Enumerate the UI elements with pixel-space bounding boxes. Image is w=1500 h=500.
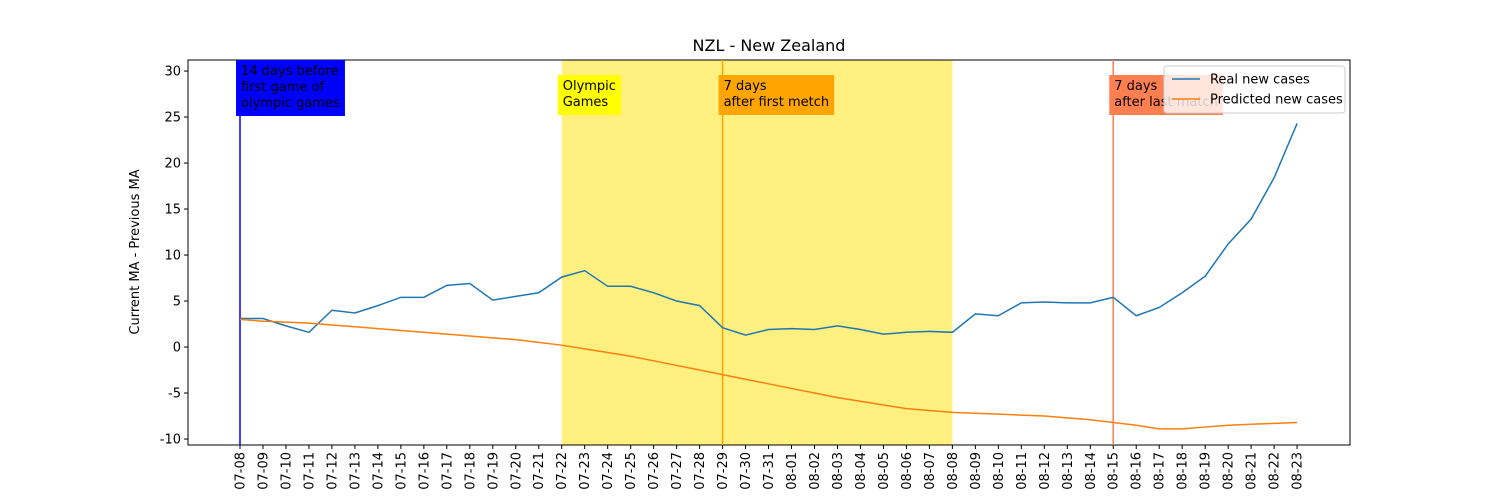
x-tick-label: 07-20 (509, 452, 524, 490)
y-tick-label: 30 (164, 65, 181, 80)
legend: Real new cases Predicted new cases (1163, 65, 1346, 114)
x-tick-label: 07-24 (601, 452, 616, 490)
x-tick-label: 08-09 (969, 452, 984, 490)
y-tick-label: -10 (160, 433, 181, 448)
series-line (240, 123, 1298, 336)
x-tick-label: 08-14 (1084, 452, 1099, 490)
x-tick-label: 07-10 (279, 452, 294, 490)
x-tick-label: 07-25 (624, 452, 639, 490)
annotation-box (557, 75, 621, 115)
y-tick-label: -5 (168, 387, 181, 402)
x-tick-label: 07-13 (348, 452, 363, 490)
x-tick-label: 07-30 (739, 452, 754, 490)
x-tick-label: 07-23 (578, 452, 593, 490)
x-tick-label: 08-05 (877, 452, 892, 490)
x-tick-label: 07-31 (762, 452, 777, 490)
x-tick-label: 08-21 (1245, 452, 1260, 490)
x-tick-label: 07-12 (325, 452, 340, 490)
annotation-text: after first metch (724, 95, 830, 110)
series-line (239, 318, 1298, 430)
shaded-span (561, 60, 953, 445)
y-tick-label: 25 (164, 111, 181, 126)
x-tick-label: 08-02 (808, 452, 823, 490)
x-tick-label: 07-14 (371, 452, 386, 490)
annotation-text: Olympic (563, 79, 616, 94)
y-tick-label: 20 (164, 157, 181, 172)
x-tick-label: 07-15 (394, 452, 409, 490)
x-tick-label: 08-01 (785, 452, 800, 490)
y-tick-label: 10 (164, 249, 181, 264)
annotation-text: 7 days (1114, 79, 1157, 94)
x-tick-label: 08-12 (1038, 452, 1053, 490)
annotation-box (718, 75, 835, 115)
x-tick-label: 08-17 (1153, 452, 1168, 490)
x-tick-label: 07-16 (417, 452, 432, 490)
x-tick-label: 07-17 (440, 452, 455, 490)
x-tick-label: 08-15 (1107, 452, 1122, 490)
x-tick-label: 08-20 (1222, 452, 1237, 490)
x-tick-label: 08-04 (854, 452, 869, 490)
x-tick-label: 08-18 (1176, 452, 1191, 490)
x-tick-label: 07-26 (647, 452, 662, 490)
x-tick-label: 07-11 (302, 452, 317, 490)
annotation-box (236, 60, 345, 116)
x-tick-label: 08-16 (1130, 452, 1145, 490)
x-tick-label: 08-07 (923, 452, 938, 490)
x-tick-label: 08-13 (1061, 452, 1076, 490)
annotation-text: first game of (241, 80, 325, 95)
annotation-text: 7 days (724, 79, 767, 94)
x-tick-label: 07-22 (555, 452, 570, 490)
x-tick-label: 08-23 (1291, 452, 1306, 490)
chart-title: NZL - New Zealand (693, 36, 846, 55)
x-tick-label: 08-19 (1199, 452, 1214, 490)
y-tick-label: 0 (173, 341, 181, 356)
x-tick-label: 08-08 (946, 452, 961, 490)
x-tick-label: 07-29 (716, 452, 731, 490)
x-tick-label: 07-19 (486, 452, 501, 490)
x-tick-label: 07-09 (256, 452, 271, 490)
annotation-text: 14 days before (241, 64, 338, 79)
legend-label: Predicted new cases (1210, 93, 1343, 108)
annotation-text: Games (563, 95, 609, 110)
y-axis-label: Current MA - Previous MA (128, 169, 143, 334)
x-tick-label: 08-06 (900, 452, 915, 490)
x-tick-label: 07-28 (693, 452, 708, 490)
x-tick-label: 07-21 (532, 452, 547, 490)
x-tick-label: 07-08 (234, 452, 249, 490)
annotation-text: olympic games (241, 96, 340, 111)
x-tick-label: 08-11 (1015, 452, 1030, 490)
y-tick-label: 15 (164, 203, 181, 218)
legend-label: Real new cases (1210, 73, 1310, 88)
x-tick-label: 08-03 (831, 452, 846, 490)
y-tick-label: 5 (173, 295, 181, 310)
x-tick-label: 07-18 (463, 452, 478, 490)
legend-box (1163, 65, 1346, 114)
x-tick-label: 07-27 (670, 452, 685, 490)
x-tick-label: 08-22 (1268, 452, 1283, 490)
x-tick-label: 08-10 (992, 452, 1007, 490)
